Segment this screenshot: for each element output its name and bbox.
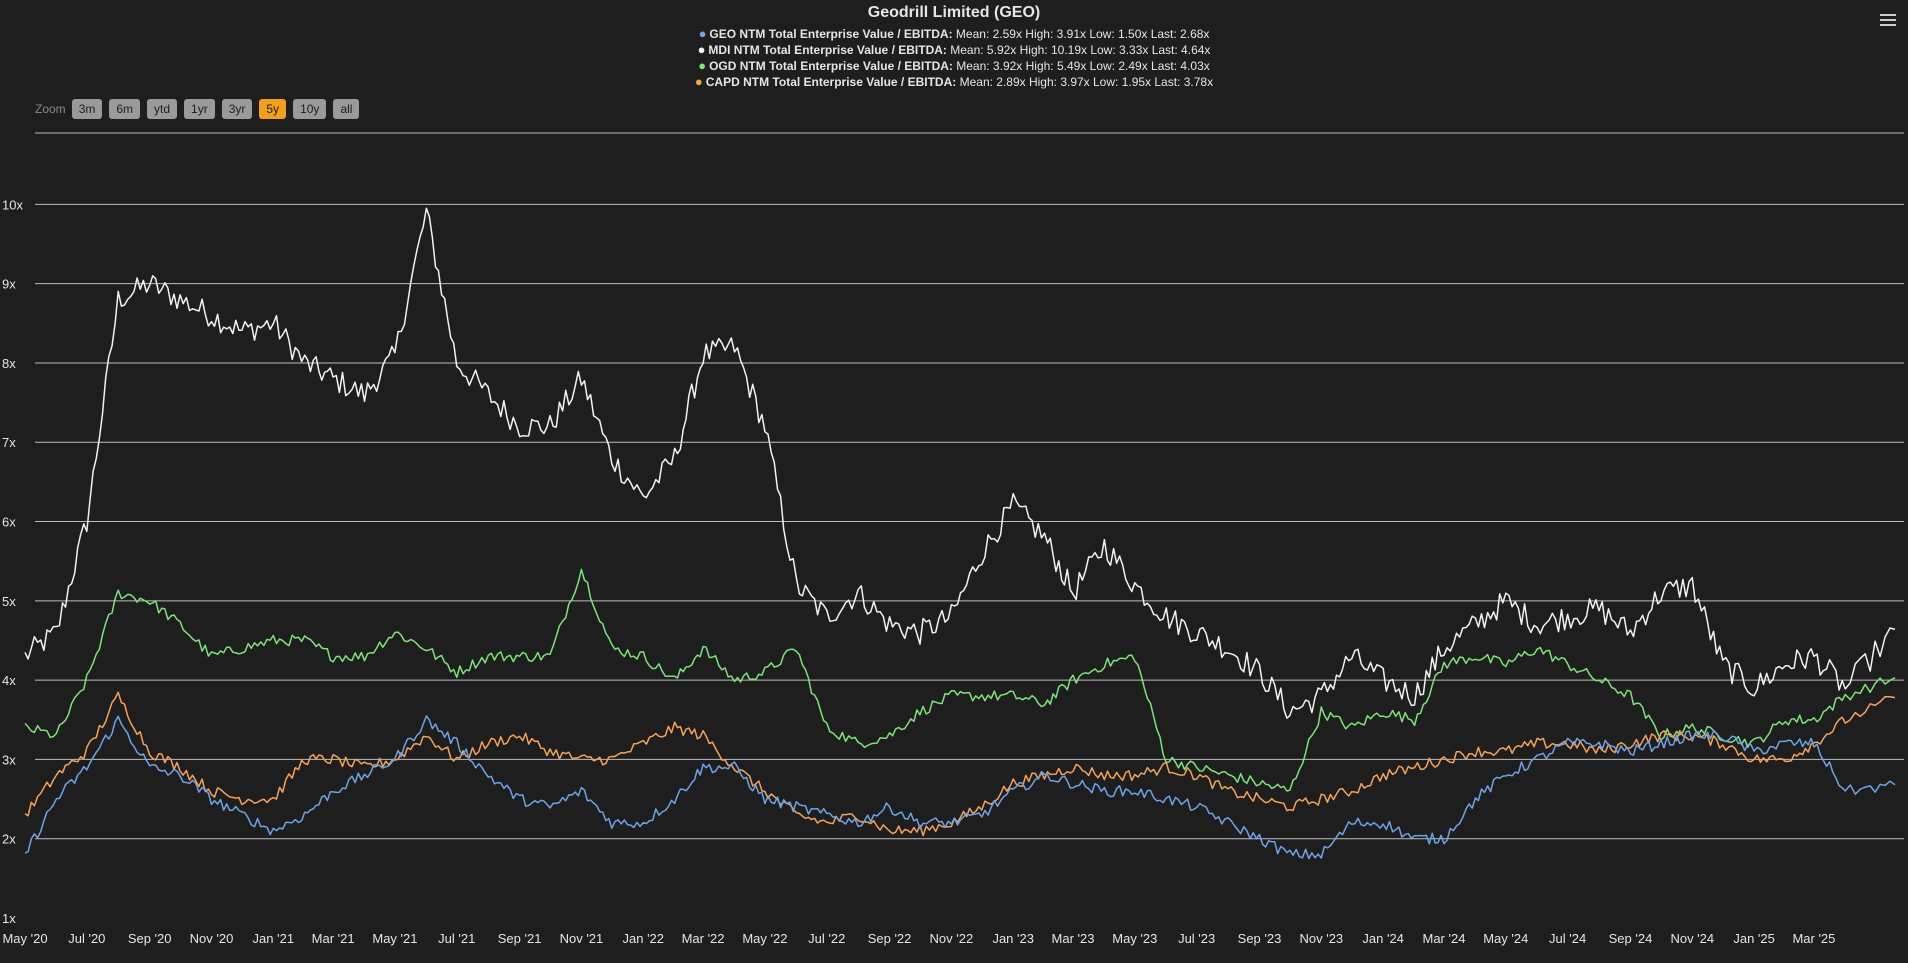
x-tick-label: May '23	[1112, 931, 1157, 946]
x-tick-label: Jan '22	[623, 931, 665, 946]
grid-lines	[35, 132, 1904, 840]
x-tick-label: Jan '24	[1362, 931, 1404, 946]
legend-item-capd[interactable]: ● CAPD NTM Total Enterprise Value / EBITD…	[0, 74, 1908, 90]
y-tick-label: 4x	[2, 673, 16, 688]
y-tick-label: 7x	[2, 435, 16, 450]
zoom-all-button[interactable]: all	[333, 99, 360, 119]
x-tick-label: Jan '23	[992, 931, 1034, 946]
x-tick-label: Sep '24	[1609, 931, 1653, 946]
x-tick-label: Jul '23	[1178, 931, 1215, 946]
series-line-mdi[interactable]	[24, 207, 1896, 719]
x-tick-label: Mar '25	[1792, 931, 1835, 946]
zoom-label: Zoom	[35, 102, 66, 116]
x-tick-label: May '24	[1483, 931, 1528, 946]
x-tick-label: Mar '21	[312, 931, 355, 946]
y-tick-label: 10x	[2, 197, 23, 212]
legend-name: GEO NTM Total Enterprise Value / EBITDA:	[709, 27, 953, 41]
x-tick-label: May '21	[372, 931, 417, 946]
zoom-10y-button[interactable]: 10y	[293, 99, 327, 119]
zoom-6m-button[interactable]: 6m	[109, 99, 141, 119]
zoom-controls: Zoom 3m 6m ytd 1yr 3yr 5y 10y all	[35, 99, 366, 119]
x-tick-label: Sep '20	[128, 931, 172, 946]
legend-stats: Mean: 3.92x High: 5.49x Low: 2.49x Last:…	[956, 59, 1210, 73]
y-tick-label: 9x	[2, 277, 16, 292]
y-tick-label: 1x	[2, 911, 16, 926]
legend: ● GEO NTM Total Enterprise Value / EBITDA…	[0, 26, 1908, 90]
x-tick-label: Sep '23	[1238, 931, 1282, 946]
x-tick-label: Mar '23	[1052, 931, 1095, 946]
y-tick-label: 8x	[2, 356, 16, 371]
y-tick-label: 6x	[2, 515, 16, 530]
series-lines	[24, 207, 1896, 860]
legend-stats: Mean: 2.89x High: 3.97x Low: 1.95x Last:…	[959, 75, 1214, 89]
x-tick-label: Nov '22	[930, 931, 974, 946]
legend-dot-icon: ●	[698, 26, 707, 41]
chart-title: Geodrill Limited (GEO)	[867, 4, 1041, 21]
legend-name: OGD NTM Total Enterprise Value / EBITDA:	[709, 59, 953, 73]
x-tick-label: Sep '21	[498, 931, 542, 946]
x-tick-label: May '22	[742, 931, 787, 946]
y-tick-label: 3x	[2, 752, 16, 767]
legend-dot-icon: ●	[697, 42, 706, 57]
zoom-3m-button[interactable]: 3m	[71, 99, 103, 119]
x-tick-label: Nov '21	[560, 931, 604, 946]
x-tick-label: Jul '20	[68, 931, 105, 946]
x-tick-label: Mar '24	[1422, 931, 1465, 946]
zoom-ytd-button[interactable]: ytd	[147, 99, 178, 119]
x-tick-label: Nov '24	[1670, 931, 1714, 946]
legend-stats: Mean: 2.59x High: 3.91x Low: 1.50x Last:…	[955, 27, 1210, 41]
y-tick-label: 2x	[2, 832, 16, 847]
hamburger-menu-icon[interactable]	[1880, 14, 1896, 28]
zoom-5y-button[interactable]: 5y	[259, 99, 287, 119]
y-axis-ticks: 1x 2x 3x 4x 5x 6x 7x 8x 9x 10x	[2, 197, 23, 926]
y-tick-label: 5x	[2, 594, 16, 609]
x-tick-label: Jan '21	[253, 931, 295, 946]
series-line-geo[interactable]	[24, 715, 1896, 860]
legend-item-mdi[interactable]: ● MDI NTM Total Enterprise Value / EBITDA…	[0, 42, 1908, 58]
legend-dot-icon: ●	[694, 74, 703, 89]
x-tick-label: Jul '24	[1549, 931, 1586, 946]
x-tick-label: Jan '25	[1733, 931, 1775, 946]
x-tick-label: Jul '21	[438, 931, 475, 946]
x-tick-label: Nov '20	[190, 931, 234, 946]
legend-stats: Mean: 5.92x High: 10.19x Low: 3.33x Last…	[950, 43, 1211, 57]
series-line-capd[interactable]	[24, 691, 1896, 837]
x-tick-label: May '20	[2, 931, 47, 946]
legend-name: CAPD NTM Total Enterprise Value / EBITDA…	[705, 75, 957, 89]
x-axis-ticks: May '20 Jul '20 Sep '20 Nov '20 Jan '21 Mar '…	[2, 931, 1835, 946]
zoom-1yr-button[interactable]: 1yr	[184, 99, 215, 119]
legend-item-ogd[interactable]: ● OGD NTM Total Enterprise Value / EBITDA…	[0, 58, 1908, 74]
series-line-ogd[interactable]	[24, 568, 1896, 792]
x-tick-label: Nov '23	[1299, 931, 1343, 946]
x-tick-label: Jul '22	[808, 931, 845, 946]
x-tick-label: Sep '22	[868, 931, 912, 946]
legend-dot-icon: ●	[698, 58, 707, 73]
x-tick-label: Mar '22	[682, 931, 725, 946]
legend-item-geo[interactable]: ● GEO NTM Total Enterprise Value / EBITDA…	[0, 26, 1908, 42]
zoom-3yr-button[interactable]: 3yr	[221, 99, 253, 119]
legend-name: MDI NTM Total Enterprise Value / EBITDA:	[708, 43, 947, 57]
